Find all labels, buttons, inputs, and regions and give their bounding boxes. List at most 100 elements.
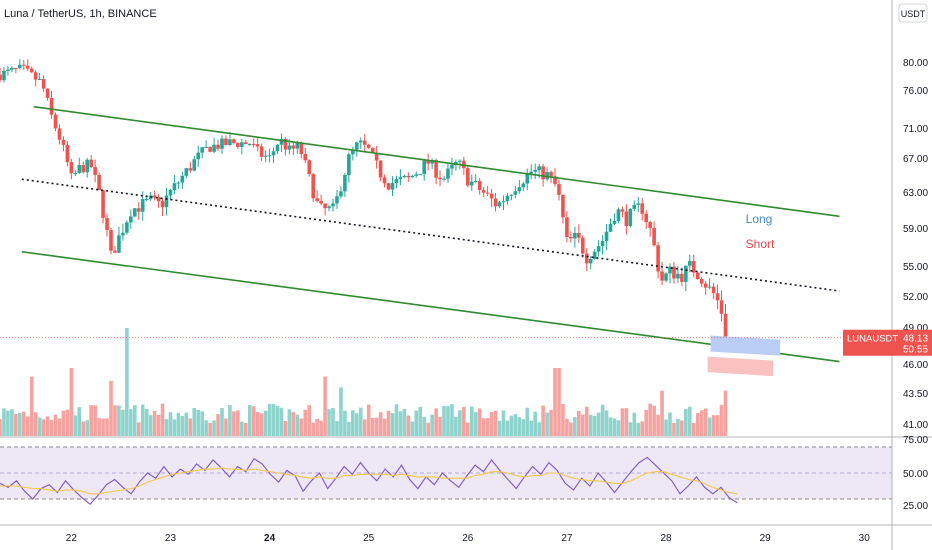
volume-bar	[105, 418, 109, 436]
price-axis-ticks: 80.00 76.00 71.00 67.00 63.00 59.00 55.00 52.00…	[903, 58, 928, 431]
volume-bar	[688, 406, 692, 436]
volume-bar	[335, 421, 339, 436]
drawings[interactable]	[0, 105, 892, 377]
candle-body	[672, 266, 676, 279]
volume-bar	[485, 418, 490, 436]
candles	[0, 59, 728, 350]
volume-bar	[315, 418, 319, 436]
volume-bar	[259, 413, 264, 436]
candle-body	[295, 143, 300, 149]
volume-bar	[243, 422, 248, 436]
volume-bar	[176, 412, 181, 436]
candle-body	[125, 222, 129, 233]
candle-body	[10, 67, 14, 70]
volume-bar	[430, 414, 434, 436]
volume-bar	[414, 410, 419, 436]
volume-bar	[422, 416, 426, 436]
volume-bar	[303, 409, 308, 436]
volume-bar	[493, 410, 498, 436]
candle-body	[220, 138, 224, 149]
volume-bar	[271, 404, 276, 436]
candle-body	[339, 191, 343, 197]
candle-body	[402, 175, 407, 178]
last-price-label-bg	[843, 329, 932, 356]
volume-bar	[136, 422, 141, 436]
volume-bar	[251, 406, 256, 436]
last-price-countdown: 50:55	[903, 345, 928, 356]
candle-body	[493, 198, 498, 207]
candle-body	[200, 147, 204, 153]
candle-body	[251, 144, 256, 146]
volume-bar	[584, 406, 589, 436]
volume-bar	[255, 411, 260, 436]
candle-body	[247, 144, 252, 146]
volume-bar	[402, 408, 407, 436]
volume-bar	[525, 407, 530, 436]
currency-button[interactable]: USDT	[898, 3, 928, 23]
price-tick: 63.00	[903, 188, 928, 199]
lower-channel-line	[21, 250, 840, 363]
candle-body	[327, 206, 331, 209]
volume-bar	[267, 403, 272, 436]
candle-body	[533, 169, 537, 172]
candle-body	[263, 155, 268, 157]
candle-body	[172, 183, 177, 191]
volume-bar	[69, 367, 74, 436]
candle-body	[184, 168, 189, 176]
rsi-pane	[0, 446, 892, 505]
volume-bar	[188, 418, 193, 436]
volume-bar	[57, 418, 62, 436]
volume-bar	[644, 409, 649, 436]
volume-bar	[33, 412, 38, 436]
candle-body	[680, 273, 684, 282]
volume-bar	[299, 418, 304, 436]
volume-bar	[311, 422, 315, 436]
volume-bar	[117, 405, 121, 436]
volume-bar	[323, 376, 327, 436]
volume-bar	[307, 405, 312, 436]
candle-body	[569, 236, 573, 239]
time-tick: 27	[561, 533, 573, 544]
volume-bar	[279, 407, 284, 436]
candle-body	[232, 139, 236, 143]
volume-bar	[121, 409, 125, 436]
chart-title: Luna / TetherUS, 1h, BINANCE	[4, 8, 157, 20]
long-label[interactable]: Long	[746, 212, 773, 226]
volume-bar	[168, 412, 173, 436]
volume-bar	[517, 417, 522, 436]
volume-bar	[569, 422, 573, 436]
volume-bar	[6, 410, 10, 436]
volume-bar	[497, 420, 502, 436]
volume-bar	[458, 410, 462, 436]
volume-bar	[362, 419, 367, 436]
volume-bar	[715, 415, 720, 436]
candle-body	[299, 143, 304, 155]
candle-body	[73, 172, 78, 174]
candle-body	[406, 175, 411, 178]
volume-bar	[442, 405, 446, 436]
volume-bar	[263, 410, 268, 436]
short-label[interactable]: Short	[746, 237, 775, 251]
volume-bar	[164, 419, 169, 436]
price-tick: 43.50	[903, 389, 928, 400]
volume-bar	[723, 390, 728, 436]
candle-body	[652, 227, 656, 246]
volume-bar	[438, 416, 442, 436]
short-position-box	[707, 356, 774, 377]
candle-body	[69, 162, 74, 174]
candle-body	[255, 144, 260, 147]
candle-body	[624, 211, 629, 226]
volume-bar	[676, 418, 680, 436]
candle-body	[695, 272, 700, 280]
volume-bar	[501, 410, 506, 436]
candle-body	[664, 273, 668, 281]
candle-body	[537, 166, 541, 170]
candle-body	[61, 139, 66, 145]
volume-bar	[156, 414, 161, 436]
volume-bar	[660, 390, 664, 436]
volume-bar	[208, 422, 212, 436]
candle-body	[382, 177, 387, 184]
candle-body	[410, 175, 415, 178]
volume-bar	[580, 414, 585, 436]
